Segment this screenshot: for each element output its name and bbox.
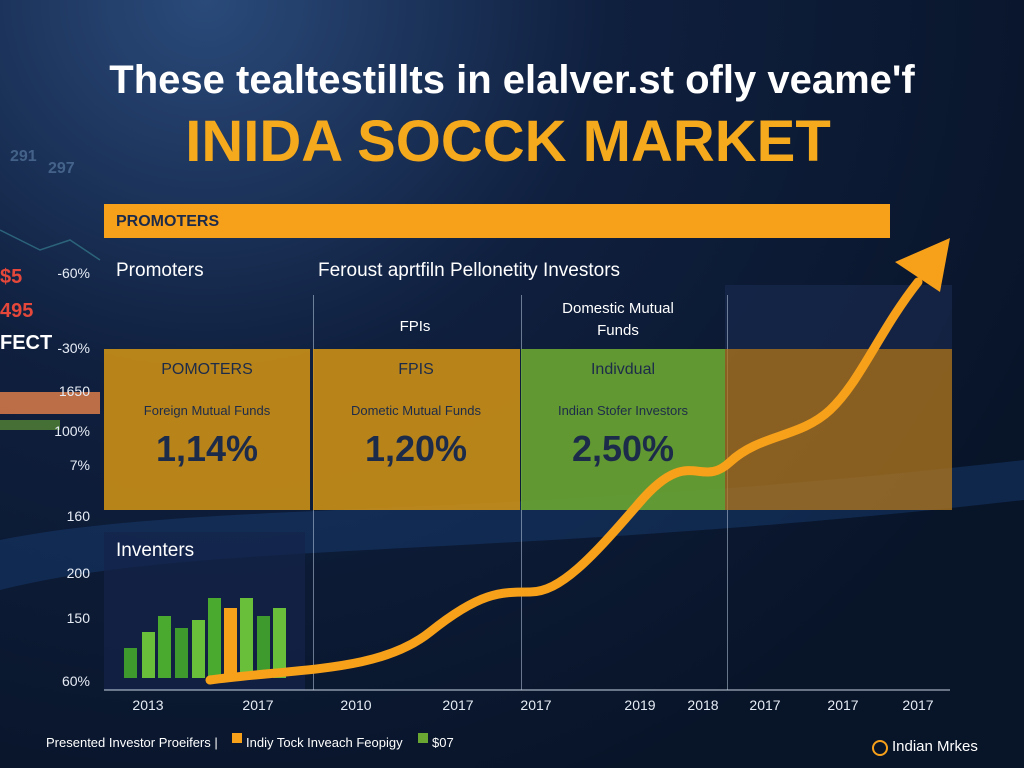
heading: Feroust aprtfiln Pellonetity Investors (318, 260, 621, 281)
year-label: 2017 (520, 697, 552, 713)
axis-label: 100% (54, 423, 90, 439)
year-label: 2017 (827, 697, 859, 713)
ticker-text: 297 (48, 160, 75, 177)
year-label: 2018 (687, 697, 719, 713)
box-value: 2,50% (571, 428, 675, 469)
stat-box (521, 349, 725, 510)
stat-box (104, 349, 310, 510)
heading: Promoters (116, 260, 204, 281)
axis-label: 160 (66, 508, 90, 524)
ticker-text: 291 (10, 148, 37, 165)
axis-label: 1650 (58, 383, 90, 399)
year-label: 2017 (442, 697, 474, 713)
legend-swatch (418, 733, 428, 743)
footer-text: $07 (432, 735, 454, 750)
ticker-text: FECT (0, 332, 53, 354)
panel-title: Inventers (116, 540, 195, 561)
box-value: 1,20% (364, 428, 468, 469)
box-title: FPIS (398, 361, 434, 378)
box-subtitle: Indian Stofer Investors (557, 403, 689, 418)
ticker-text: $5 (0, 266, 23, 288)
column-label: Domestic Mutual Funds (562, 300, 674, 339)
box-value: 1,14% (155, 428, 259, 469)
year-label: 2013 (132, 697, 164, 713)
axis-label: 200 (66, 565, 90, 581)
axis-label: 60% (61, 673, 90, 689)
stat-box (313, 349, 520, 510)
axis-label: 150 (66, 610, 90, 626)
year-label: 2017 (749, 697, 781, 713)
box-title: Indivdual (590, 361, 656, 378)
year-label: 2017 (242, 697, 274, 713)
footer-text: Presented Investor Proeifers | (46, 735, 218, 750)
box-subtitle: Foreign Mutual Funds (143, 403, 271, 418)
box-title: POMOTERS (161, 361, 253, 378)
banner: PROMOTERS (104, 204, 890, 238)
footer-text: Indiy Tock Inveach Feopigy (246, 735, 403, 750)
subtitle: INIDA SOCCK MARKET (185, 109, 831, 174)
title: These tealtestillts in elalver.st ofly v… (109, 58, 915, 102)
stat-box (725, 349, 952, 510)
legend-swatch (232, 733, 242, 743)
year-label: 2010 (340, 697, 372, 713)
axis-label: -60% (57, 265, 90, 281)
year-label: 2019 (624, 697, 656, 713)
banner-text: PROMOTERS (116, 213, 220, 230)
column-label: FPIs (399, 318, 431, 335)
logo-icon (872, 740, 888, 756)
axis-label: 7% (69, 457, 90, 473)
ticker-text: 495 (0, 300, 34, 322)
axis-label: -30% (57, 340, 90, 356)
brand: Indian Mrkes (892, 738, 978, 755)
box-subtitle: Dometic Mutual Funds (350, 403, 482, 418)
year-label: 2017 (902, 697, 934, 713)
